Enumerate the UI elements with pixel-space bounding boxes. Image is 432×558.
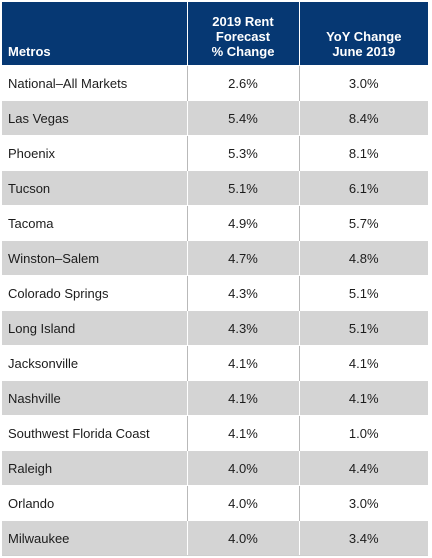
- rent-forecast-table: Metros 2019 Rent Forecast % Change YoY C…: [2, 2, 428, 556]
- header-line: Forecast: [215, 29, 271, 44]
- forecast-cell: 4.9%: [187, 205, 300, 241]
- forecast-cell: 4.1%: [187, 415, 300, 451]
- forecast-cell: 4.3%: [187, 275, 300, 311]
- yoy-cell: 5.7%: [299, 205, 428, 241]
- table-row: Long Island 4.3% 5.1%: [2, 310, 428, 346]
- metro-cell: Phoenix: [2, 135, 188, 171]
- table-row: Tucson 5.1% 6.1%: [2, 170, 428, 206]
- table-header: Metros 2019 Rent Forecast % Change YoY C…: [2, 2, 428, 66]
- metro-cell: Southwest Florida Coast: [2, 415, 188, 451]
- table-row: National–All Markets 2.6% 3.0%: [2, 65, 428, 101]
- table-row: Raleigh 4.0% 4.4%: [2, 450, 428, 486]
- header-row: Metros 2019 Rent Forecast % Change YoY C…: [2, 2, 428, 66]
- metro-cell: Milwaukee: [2, 520, 188, 556]
- table-row: Milwaukee 4.0% 3.4%: [2, 520, 428, 556]
- forecast-cell: 4.1%: [187, 380, 300, 416]
- forecast-cell: 5.4%: [187, 100, 300, 136]
- header-metros: Metros: [2, 2, 188, 66]
- forecast-cell: 4.0%: [187, 485, 300, 521]
- forecast-cell: 4.1%: [187, 345, 300, 381]
- yoy-cell: 5.1%: [299, 310, 428, 346]
- header-line: Metros: [8, 44, 51, 59]
- forecast-cell: 5.3%: [187, 135, 300, 171]
- table-row: Southwest Florida Coast 4.1% 1.0%: [2, 415, 428, 451]
- yoy-cell: 4.1%: [299, 345, 428, 381]
- table-row: Orlando 4.0% 3.0%: [2, 485, 428, 521]
- metro-cell: Tucson: [2, 170, 188, 206]
- yoy-cell: 4.8%: [299, 240, 428, 276]
- header-yoy-change: YoY Change June 2019: [299, 2, 428, 66]
- table-row: Nashville 4.1% 4.1%: [2, 380, 428, 416]
- metro-cell: Tacoma: [2, 205, 188, 241]
- table-row: Colorado Springs 4.3% 5.1%: [2, 275, 428, 311]
- metro-cell: Long Island: [2, 310, 188, 346]
- forecast-cell: 4.7%: [187, 240, 300, 276]
- yoy-cell: 1.0%: [299, 415, 428, 451]
- yoy-cell: 8.1%: [299, 135, 428, 171]
- table-row: Tacoma 4.9% 5.7%: [2, 205, 428, 241]
- table-row: Winston–Salem 4.7% 4.8%: [2, 240, 428, 276]
- table-row: Las Vegas 5.4% 8.4%: [2, 100, 428, 136]
- yoy-cell: 3.0%: [299, 65, 428, 101]
- forecast-cell: 4.3%: [187, 310, 300, 346]
- yoy-cell: 3.0%: [299, 485, 428, 521]
- metro-cell: Winston–Salem: [2, 240, 188, 276]
- yoy-cell: 6.1%: [299, 170, 428, 206]
- yoy-cell: 4.1%: [299, 380, 428, 416]
- header-line: 2019 Rent: [212, 14, 274, 29]
- table-row: Phoenix 5.3% 8.1%: [2, 135, 428, 171]
- table-body: National–All Markets 2.6% 3.0% Las Vegas 5.4…: [2, 65, 428, 556]
- metro-cell: Colorado Springs: [2, 275, 188, 311]
- yoy-cell: 3.4%: [299, 520, 428, 556]
- metro-cell: Las Vegas: [2, 100, 188, 136]
- forecast-cell: 4.0%: [187, 450, 300, 486]
- metro-cell: Jacksonville: [2, 345, 188, 381]
- header-rent-forecast: 2019 Rent Forecast % Change: [187, 2, 300, 66]
- metro-cell: Orlando: [2, 485, 188, 521]
- metro-cell: National–All Markets: [2, 65, 188, 101]
- metro-cell: Nashville: [2, 380, 188, 416]
- forecast-cell: 2.6%: [187, 65, 300, 101]
- yoy-cell: 5.1%: [299, 275, 428, 311]
- yoy-cell: 4.4%: [299, 450, 428, 486]
- header-line: % Change: [211, 44, 275, 59]
- header-line: June 2019: [332, 44, 396, 59]
- forecast-cell: 4.0%: [187, 520, 300, 556]
- forecast-cell: 5.1%: [187, 170, 300, 206]
- header-line: YoY Change: [326, 29, 402, 44]
- table-row: Jacksonville 4.1% 4.1%: [2, 345, 428, 381]
- metro-cell: Raleigh: [2, 450, 188, 486]
- yoy-cell: 8.4%: [299, 100, 428, 136]
